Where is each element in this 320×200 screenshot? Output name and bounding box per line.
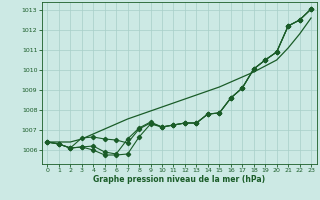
X-axis label: Graphe pression niveau de la mer (hPa): Graphe pression niveau de la mer (hPa) [93,175,265,184]
